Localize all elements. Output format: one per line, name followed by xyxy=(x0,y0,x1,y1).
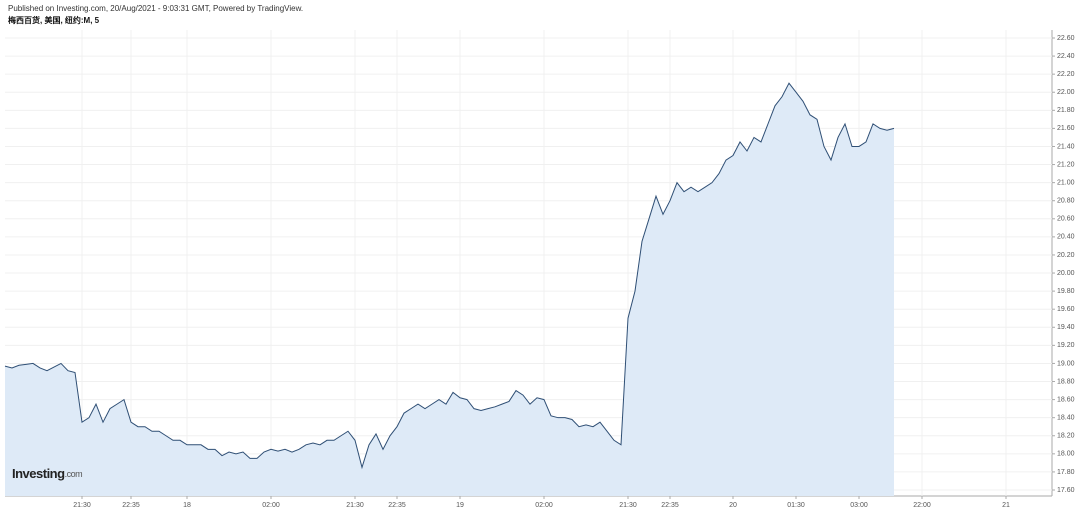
y-tick-label: 20.00 xyxy=(1057,270,1075,277)
y-tick-label: 20.80 xyxy=(1057,198,1075,205)
y-tick-label: 21.60 xyxy=(1057,125,1075,132)
x-tick-label: 22:35 xyxy=(388,502,406,509)
y-tick-label: 20.40 xyxy=(1057,234,1075,241)
x-tick-label: 22:35 xyxy=(122,502,140,509)
x-tick-label: 21:30 xyxy=(346,502,364,509)
y-tick-label: 19.20 xyxy=(1057,342,1075,349)
y-tick-label: 22.00 xyxy=(1057,89,1075,96)
y-tick-label: 19.00 xyxy=(1057,360,1075,367)
watermark: Investing.com xyxy=(12,466,82,481)
symbol-title: 梅西百货, 美国, 纽约:M, 5 xyxy=(8,15,100,25)
y-tick-label: 18.00 xyxy=(1057,451,1075,458)
area-fill xyxy=(5,83,894,496)
plot xyxy=(4,82,895,496)
y-tick-label: 18.20 xyxy=(1057,433,1075,440)
x-tick-label: 21:30 xyxy=(73,502,91,509)
y-tick-label: 22.20 xyxy=(1057,71,1075,78)
y-tick-label: 21.80 xyxy=(1057,107,1075,114)
x-tick-label: 01:30 xyxy=(787,502,805,509)
y-tick-label: 22.60 xyxy=(1057,35,1075,42)
y-tick-label: 20.60 xyxy=(1057,216,1075,223)
x-tick-label: 22:35 xyxy=(661,502,679,509)
x-tick-label: 18 xyxy=(183,502,191,509)
price-line xyxy=(4,82,895,470)
y-tick-label: 17.60 xyxy=(1057,487,1075,494)
y-tick-label: 17.80 xyxy=(1057,469,1075,476)
x-tick-label: 21 xyxy=(1002,502,1010,509)
y-tick-label: 19.40 xyxy=(1057,324,1075,331)
watermark-suffix: .com xyxy=(65,469,83,479)
x-tick-label: 19 xyxy=(456,502,464,509)
y-tick-label: 18.40 xyxy=(1057,415,1075,422)
x-tick-label: 03:00 xyxy=(850,502,868,509)
y-tick-label: 18.80 xyxy=(1057,378,1075,385)
y-tick-label: 21.00 xyxy=(1057,179,1075,186)
y-tick-label: 18.60 xyxy=(1057,396,1075,403)
x-tick-label: 02:00 xyxy=(535,502,553,509)
y-tick-label: 20.20 xyxy=(1057,252,1075,259)
x-tick-label: 21:30 xyxy=(619,502,637,509)
x-tick-label: 02:00 xyxy=(262,502,280,509)
watermark-brand: Investing xyxy=(12,466,65,481)
x-tick-label: 22:00 xyxy=(913,502,931,509)
x-tick-label: 20 xyxy=(729,502,737,509)
y-tick-label: 21.20 xyxy=(1057,161,1075,168)
y-tick-label: 19.60 xyxy=(1057,306,1075,313)
y-tick-label: 22.40 xyxy=(1057,53,1075,60)
y-tick-label: 21.40 xyxy=(1057,143,1075,150)
y-tick-label: 19.80 xyxy=(1057,288,1075,295)
published-note: Published on Investing.com, 20/Aug/2021 … xyxy=(8,4,303,13)
